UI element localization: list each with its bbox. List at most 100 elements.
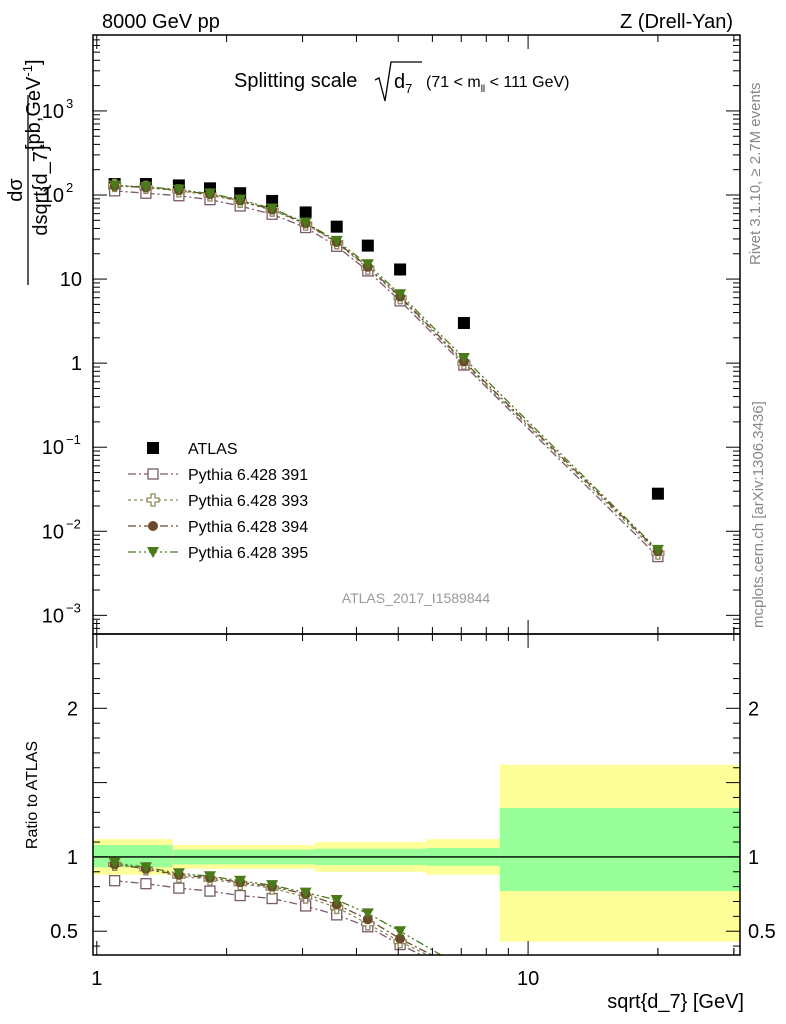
data-point-series-4 — [457, 353, 470, 365]
data-point-series-0 — [361, 239, 374, 252]
ratio-point-series-0 — [173, 882, 185, 894]
y-label-unit: [pb,GeV-1] — [20, 59, 45, 150]
legend-label: ATLAS — [188, 441, 238, 458]
legend-marker — [147, 547, 159, 558]
stat-uncertainty-band — [499, 807, 740, 892]
ratio-bands — [93, 764, 740, 942]
data-point-series-4 — [203, 188, 216, 200]
data-point-series-0 — [457, 317, 470, 330]
y-tick-exponent: 2 — [66, 180, 73, 195]
data-point-series-4 — [108, 180, 121, 192]
ratio-point-series-0 — [204, 885, 216, 897]
ratio-y-tick-label-right: 1 — [748, 847, 759, 869]
y-tick-label: 10 — [42, 437, 64, 459]
ratio-y-tick-label-right: 0.5 — [748, 921, 776, 943]
ratio-point-series-3 — [139, 862, 152, 874]
ratio-point-series-0 — [108, 875, 121, 887]
y-label-denominator: dsqrt{d_7} — [30, 144, 52, 236]
series-line-1 — [114, 190, 659, 558]
ratio-x-ticks: 1 10 — [91, 634, 735, 990]
legend-label: Pythia 6.428 393 — [188, 493, 308, 510]
ratio-panel: 2 2 1 1 0.5 0.5 1 10 Ratio to ATLAS sqrt{d_7} … — [24, 633, 776, 1013]
ratio-point-series-3 — [108, 857, 121, 869]
data-point-series-4 — [394, 289, 407, 301]
rivet-label: Rivet 3.1.10, ≥ 2.7M events — [747, 83, 764, 266]
mcplots-label: mcplots.cern.ch [arXiv:1306.3436] — [750, 401, 767, 628]
y-tick-label: 10 — [60, 269, 82, 291]
data-point-series-4 — [361, 259, 374, 271]
chart-title-text: Splitting scale — [234, 70, 357, 92]
ratio-point-series-3 — [330, 895, 343, 907]
y-tick-exponent: −2 — [66, 516, 81, 531]
data-point-series-4 — [266, 203, 279, 215]
ratio-point-series-0 — [266, 892, 278, 905]
ratio-y-tick-label: 0.5 — [50, 921, 78, 943]
series-line-3 — [114, 185, 659, 552]
y-tick-label: 1 — [71, 353, 82, 375]
data-point-series-4 — [139, 181, 152, 193]
x-tick-label: 1 — [91, 968, 102, 990]
ratio-point-series-3 — [203, 871, 216, 883]
ratio-point-series-3 — [361, 908, 374, 920]
ratio-frame — [92, 633, 741, 956]
ratio-point-series-3 — [266, 880, 279, 892]
title-d: d7 — [394, 71, 412, 96]
stat-uncertainty-band — [93, 845, 173, 868]
legend-label: Pythia 6.428 391 — [188, 467, 308, 484]
y-tick-label: 10 — [42, 185, 64, 207]
data-point-series-4 — [330, 235, 343, 247]
y-label-numerator: dσ — [5, 178, 27, 202]
legend-marker — [146, 493, 160, 507]
legend-label: Pythia 6.428 395 — [188, 545, 308, 562]
legend: ATLAS Pythia 6.428 391 Pythia 6.428 393 Pyt… — [128, 441, 308, 562]
x-tick-label: 10 — [517, 968, 539, 990]
ratio-point-series-3 — [394, 926, 407, 938]
ratio-marks — [107, 857, 443, 955]
legend-marker — [147, 468, 159, 480]
data-point-series-0 — [299, 206, 312, 219]
ratio-point-series-0 — [140, 878, 152, 890]
y-tick-exponent: −3 — [66, 600, 81, 615]
legend-marker — [147, 442, 159, 454]
ratio-point-series-3 — [172, 868, 185, 880]
header-right: Z (Drell-Yan) — [620, 11, 733, 33]
sqrt-sign — [374, 61, 422, 102]
ratio-point-series-0 — [234, 889, 246, 902]
ratio-y-tick-label: 2 — [67, 698, 78, 720]
main-y-label: dσ dsqrt{d_7} — [5, 95, 52, 285]
ratio-point-series-2 — [395, 933, 406, 944]
x-axis-label: sqrt{d_7} [GeV] — [607, 991, 744, 1013]
y-tick-label: 10 — [42, 101, 64, 123]
ratio-line-3 — [114, 862, 443, 955]
ratio-y-tick-label-right: 2 — [748, 698, 759, 720]
ratio-y-ticks: 2 2 1 1 0.5 0.5 — [50, 663, 776, 947]
data-point-series-0 — [651, 487, 664, 500]
data-point-series-0 — [330, 220, 343, 233]
data-point-series-4 — [651, 544, 664, 556]
ratio-point-series-3 — [299, 887, 312, 899]
main-x-ticks — [96, 35, 735, 634]
title-cut: (71 < mll < 111 GeV) — [426, 74, 569, 95]
y-tick-exponent: 3 — [66, 96, 73, 111]
data-point-series-0 — [394, 263, 407, 276]
data-point-series-4 — [172, 184, 185, 196]
main-marks — [107, 178, 665, 563]
data-point-series-4 — [234, 194, 247, 206]
y-tick-exponent: −1 — [66, 432, 81, 447]
analysis-watermark: ATLAS_2017_I1589844 — [342, 590, 491, 606]
ratio-y-label: Ratio to ATLAS — [24, 741, 41, 849]
y-tick-label: 10 — [42, 605, 64, 627]
ratio-y-tick-label: 1 — [67, 847, 78, 869]
ratio-line-1 — [114, 863, 429, 955]
ratio-point-series-3 — [234, 875, 247, 887]
data-point-series-4 — [299, 217, 312, 229]
legend-marker — [148, 521, 158, 531]
series-line-2 — [114, 184, 659, 554]
legend-label: Pythia 6.428 394 — [188, 519, 308, 536]
y-tick-label: 10 — [42, 521, 64, 543]
chart-title: Splitting scale — [234, 70, 357, 92]
header-left: 8000 GeV pp — [102, 11, 220, 33]
